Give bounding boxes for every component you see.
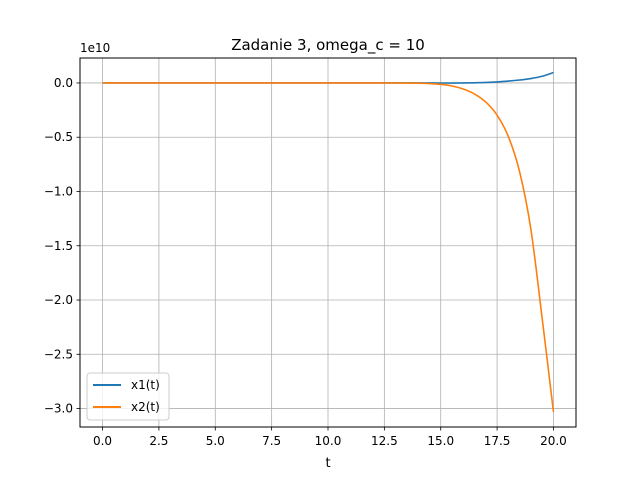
x-axis-label: t [325, 456, 330, 471]
legend: x1(t) x2(t) [86, 372, 170, 421]
x-tick-label: 2.5 [149, 434, 168, 448]
y-tick-label: −1.0 [44, 184, 73, 198]
x-tick-label: 0.0 [93, 434, 112, 448]
legend-label-x1: x1(t) [131, 378, 160, 392]
x-tick-label: 12.5 [371, 434, 398, 448]
x-axis: 0.0 2.5 5.0 7.5 10.0 12.5 15.0 17.5 20.0 [93, 427, 567, 448]
y-tick-label: −2.0 [44, 293, 73, 307]
legend-label-x2: x2(t) [131, 400, 160, 414]
series-layer [102, 71, 555, 412]
x-tick-label: 20.0 [540, 434, 567, 448]
y-axis: 0.0 −0.5 −1.0 −1.5 −2.0 −2.5 −3.0 [44, 76, 80, 416]
y-tick-label: −2.5 [44, 347, 73, 361]
x-tick-label: 7.5 [262, 434, 281, 448]
x-tick-label: 5.0 [206, 434, 225, 448]
x-tick-label: 17.5 [484, 434, 511, 448]
y-tick-label: −1.5 [44, 239, 73, 253]
chart-title: Zadanie 3, omega_c = 10 [231, 36, 425, 55]
x-tick-label: 15.0 [427, 434, 454, 448]
series-line-x2t [102, 82, 555, 412]
y-tick-label: 0.0 [54, 76, 73, 90]
x-tick-label: 10.0 [315, 434, 342, 448]
y-tick-label: −0.5 [44, 130, 73, 144]
y-tick-label: −3.0 [44, 402, 73, 416]
y-offset-text: 1e10 [80, 41, 110, 55]
